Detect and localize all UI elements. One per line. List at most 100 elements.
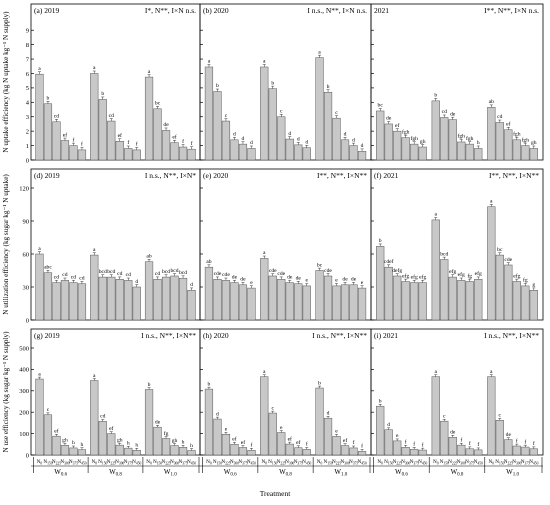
bar — [268, 88, 277, 161]
y-tick-label: 9 — [26, 28, 29, 35]
bar — [52, 282, 61, 321]
bar — [495, 420, 504, 456]
significance-letter: cd — [54, 274, 59, 280]
significance-letter: f — [469, 440, 471, 447]
group-label: W0.8 — [279, 468, 292, 478]
bar — [247, 148, 256, 161]
x-tick-label: N300 — [60, 459, 69, 466]
bar — [376, 110, 385, 161]
bar — [43, 103, 53, 161]
bar — [170, 275, 179, 321]
significance-letter: gh — [531, 140, 537, 146]
significance-letter: d — [327, 410, 330, 416]
bar — [247, 287, 256, 321]
bar — [230, 139, 239, 161]
panel-title: (g) 2019 — [34, 331, 60, 340]
bar — [393, 440, 402, 456]
bar — [43, 272, 53, 321]
bar — [504, 129, 513, 161]
bar — [238, 284, 248, 321]
bar — [465, 448, 474, 456]
significance-letter: a — [93, 373, 96, 379]
bar — [349, 447, 358, 456]
bar — [440, 259, 449, 321]
x-tick-label: N0 — [37, 459, 43, 466]
significance-letter: a — [38, 66, 41, 72]
significance-letter: f — [136, 141, 138, 148]
y-tick-label: 30 — [23, 284, 30, 291]
panel-frame — [370, 168, 544, 321]
bar — [98, 421, 107, 456]
x-tick-label: N225 — [332, 459, 341, 466]
significance-letter: defg — [392, 267, 402, 274]
significance-letter: ef — [109, 425, 113, 432]
panel-stats: I n.s., N**, I×N** — [141, 331, 196, 340]
x-tick-label: N300 — [230, 459, 239, 466]
bar — [35, 73, 44, 161]
significance-letter: ef — [296, 439, 300, 446]
panel-stats: I n.s., N**, I×N** — [484, 331, 539, 340]
bar — [260, 376, 269, 456]
bar — [512, 445, 521, 456]
bar — [294, 447, 303, 456]
significance-letter: b — [216, 83, 219, 89]
y-tick-label: 3 — [26, 114, 29, 121]
significance-letter: e — [306, 278, 309, 284]
significance-letter: ef — [395, 122, 399, 129]
bar — [187, 290, 196, 321]
bar — [69, 447, 78, 456]
bar — [357, 451, 367, 456]
bar — [144, 261, 154, 321]
y-axis-title: N uptake efficiency (kg N uptake kg⁻¹ N … — [2, 11, 10, 153]
bar — [90, 254, 99, 321]
significance-letter: d — [216, 411, 219, 417]
bar — [357, 287, 367, 321]
significance-letter: b — [379, 398, 382, 404]
significance-letter: de — [342, 277, 348, 283]
significance-letter: cd — [54, 114, 59, 120]
significance-letter: cde — [269, 268, 277, 274]
x-tick-label: N150 — [213, 459, 222, 466]
significance-letter: c — [272, 405, 275, 411]
x-tick-label: N300 — [170, 459, 179, 466]
significance-letter: de — [240, 277, 246, 283]
bar — [357, 151, 367, 161]
bar — [294, 283, 303, 321]
significance-letter: c — [47, 407, 50, 413]
bar — [230, 282, 239, 321]
significance-letter: b — [379, 238, 382, 244]
significance-letter: cde — [277, 271, 285, 277]
group-label: W0.6 — [224, 468, 237, 478]
significance-letter: cd — [62, 272, 67, 278]
bar — [187, 450, 196, 456]
bar — [161, 276, 171, 321]
x-tick-label: N0 — [146, 459, 152, 466]
panel-stats: I*, N**, I×N n.s. — [145, 6, 196, 15]
significance-letter: f — [182, 138, 184, 145]
bar — [376, 246, 385, 321]
bar — [487, 107, 496, 161]
significance-letter: efg — [411, 273, 418, 280]
bar — [204, 388, 214, 456]
bar — [504, 264, 513, 321]
bar — [418, 146, 427, 161]
bar — [332, 436, 341, 456]
bar — [431, 219, 440, 321]
bar — [495, 122, 504, 161]
y-tick-label: 5 — [26, 85, 29, 92]
bar — [418, 449, 427, 456]
bar — [474, 148, 483, 161]
group-label: W1.0 — [506, 468, 519, 478]
significance-letter: d — [387, 422, 390, 428]
significance-letter: cd — [100, 414, 105, 420]
significance-letter: gh — [62, 438, 68, 444]
bar — [457, 444, 466, 456]
bar — [221, 280, 231, 321]
group-label: W0.8 — [451, 468, 464, 478]
x-tick-label: N375 — [465, 459, 474, 466]
bar — [60, 445, 70, 456]
bar — [521, 285, 530, 321]
bar — [384, 266, 393, 321]
